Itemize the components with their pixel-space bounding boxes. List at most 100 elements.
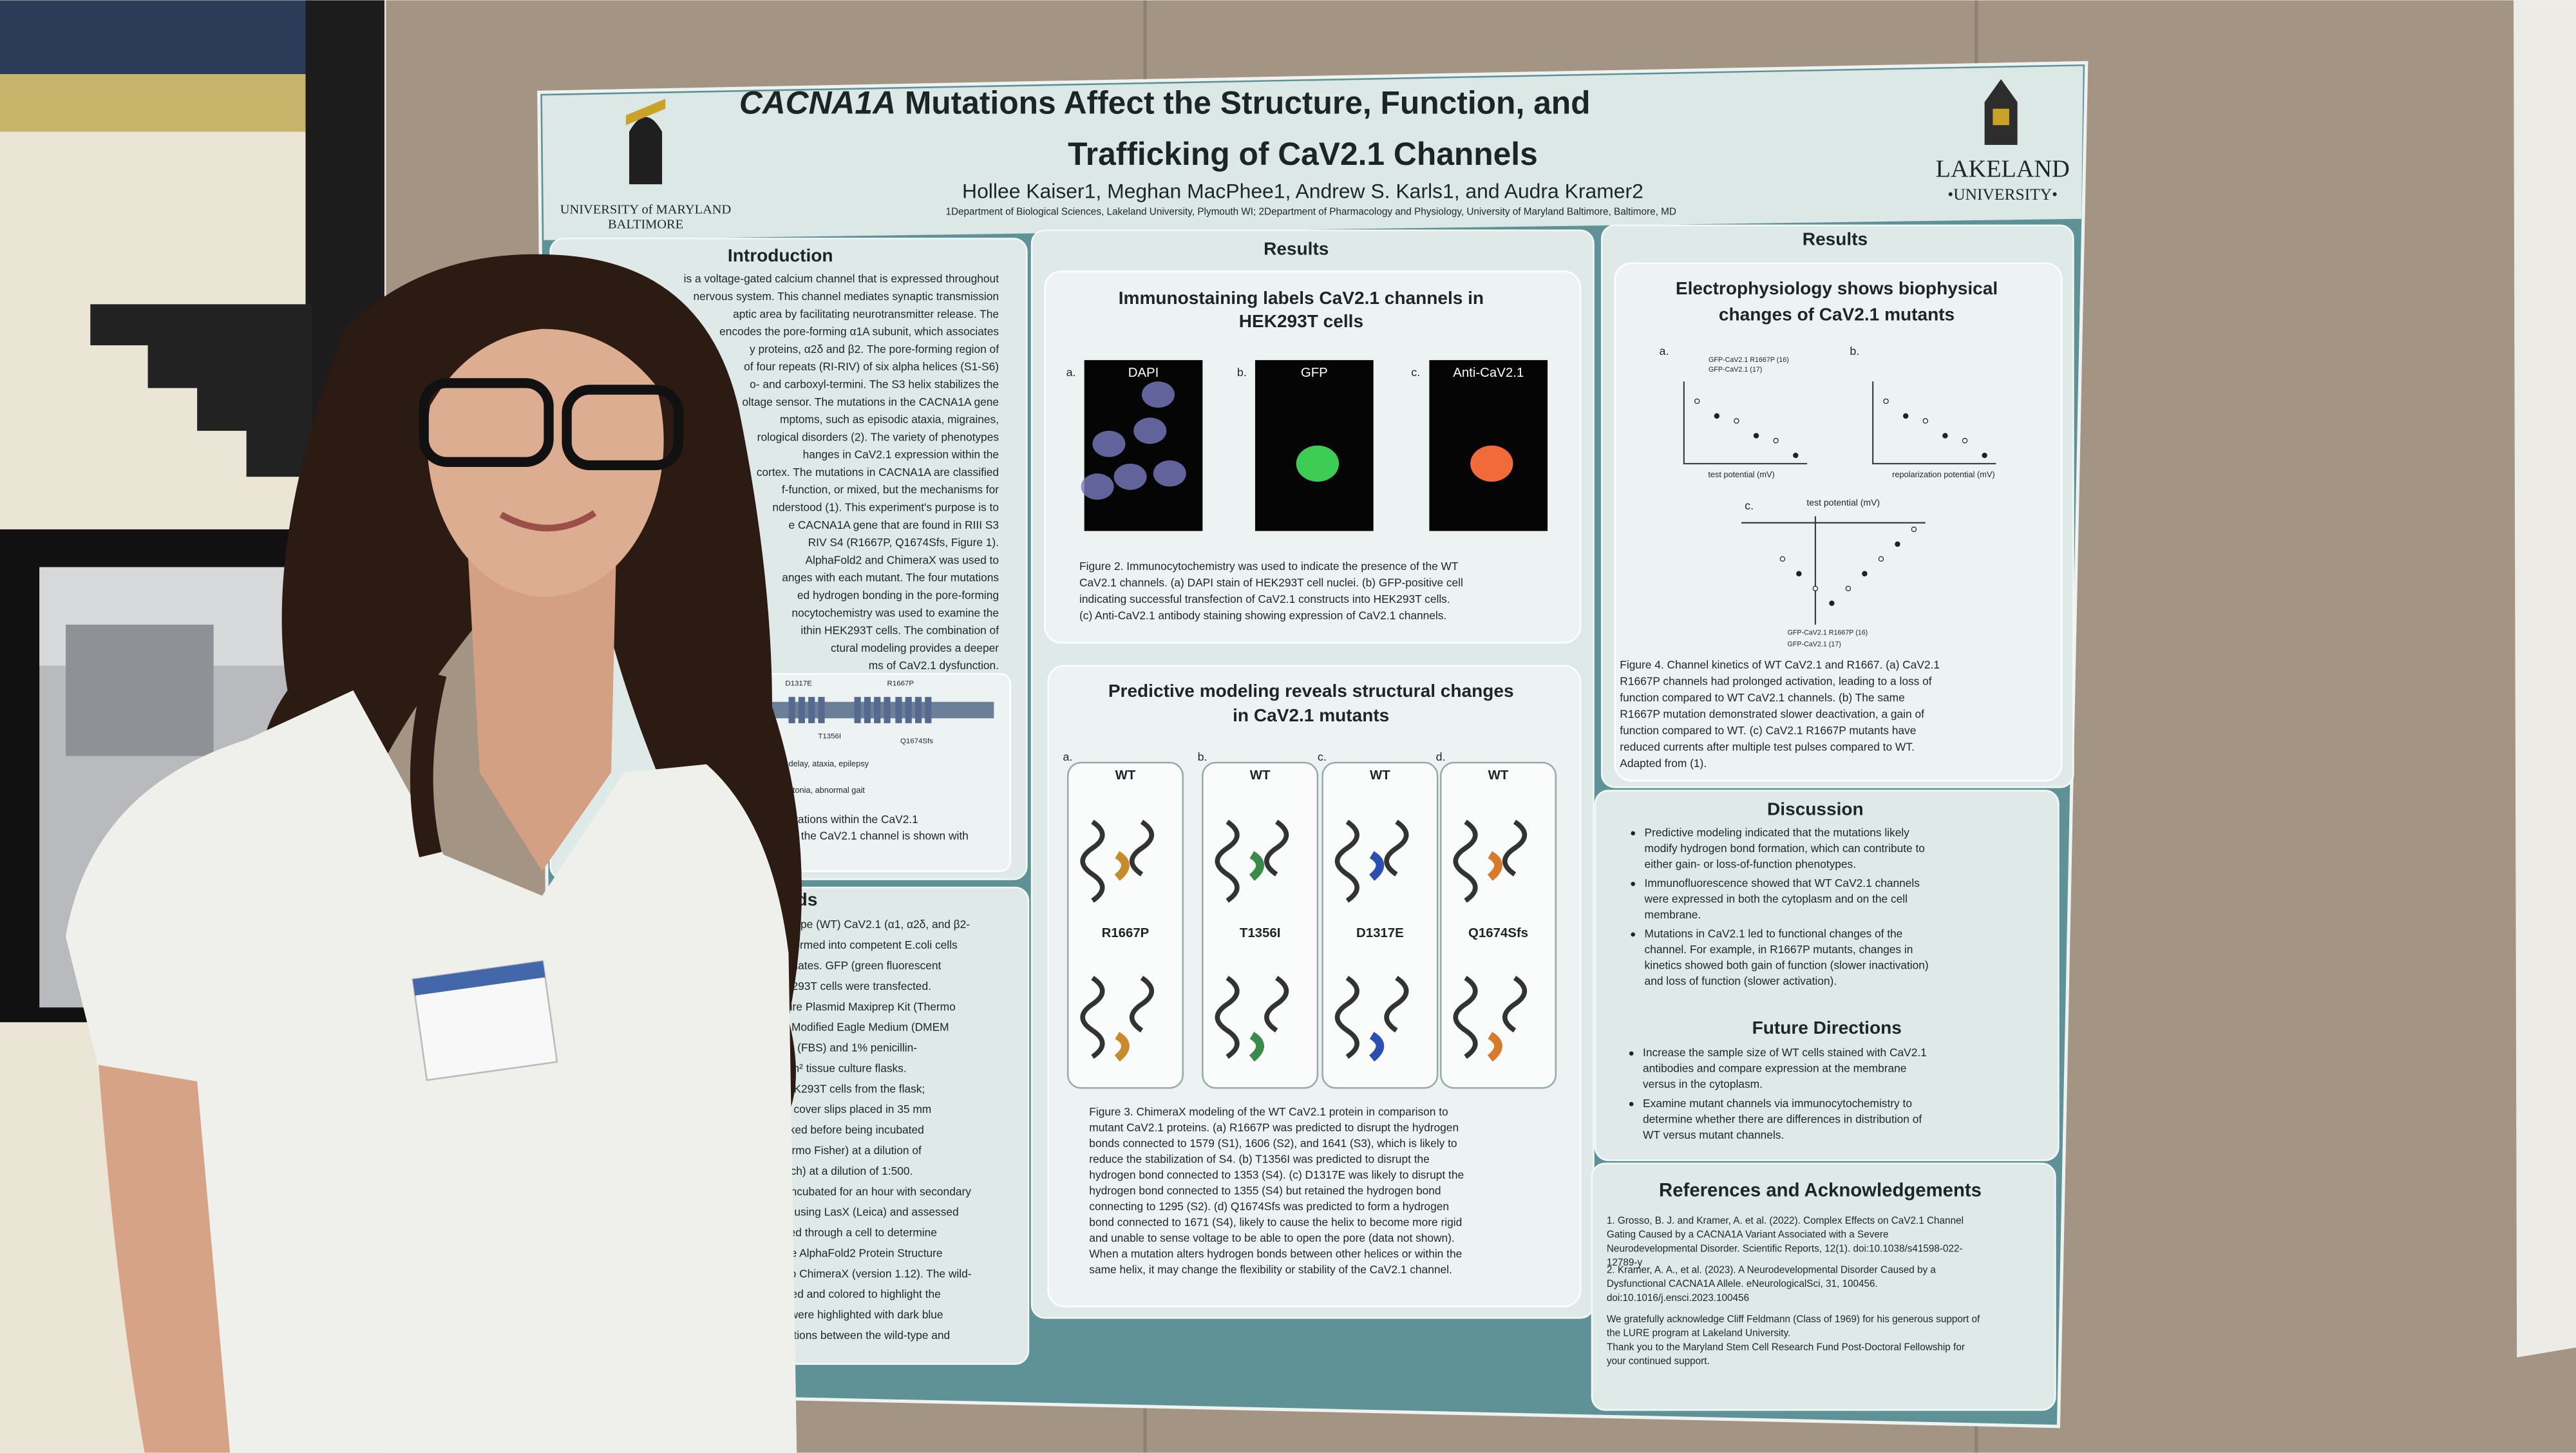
- intro-text: o- and carboxyl-termini. The S3 helix st…: [750, 377, 999, 390]
- methods-text: placed through a cell to determine: [769, 1226, 937, 1239]
- figure4-box: [1614, 262, 2063, 782]
- methods-text: ere incubated for an hour with secondary: [769, 1185, 971, 1198]
- future-text: antibodies and compare expression at the…: [1643, 1062, 1906, 1075]
- arm: [99, 1065, 231, 1453]
- affiliations: 1Department of Biological Sciences, Lake…: [945, 207, 1676, 218]
- discussion-text: either gain- or loss-of-function phenoty…: [1645, 857, 1856, 870]
- intro-text: nervous system. This channel mediates sy…: [694, 290, 999, 303]
- reference-text: your continued support.: [1607, 1356, 1710, 1367]
- discussion-text: membrane.: [1645, 908, 1701, 921]
- figure-caption: indicating successful transfection of Ca…: [1079, 593, 1450, 605]
- plot-point: [1793, 452, 1799, 459]
- references-panel: [1591, 1163, 2056, 1411]
- future-text: Examine mutant channels via immunocytoch…: [1643, 1097, 1912, 1110]
- poster-header: [542, 66, 2083, 240]
- intro-text: hanges in CaV2.1 expression within the: [803, 448, 999, 461]
- bullet: [1631, 882, 1636, 886]
- panel-title: DAPI: [1128, 366, 1159, 380]
- methods-text: otic plates. GFP (green fluorescent: [769, 959, 942, 972]
- helix: [808, 697, 815, 723]
- plot-point: [1862, 571, 1868, 576]
- wt-label: WT: [1250, 768, 1271, 783]
- mutant-label: D1317E: [1356, 926, 1404, 940]
- mutant-label: R1667P: [1102, 926, 1150, 940]
- methods-text: wild-type (WT) CaV2.1 (α1, α2δ, and β2-: [768, 918, 970, 931]
- figure-caption: hydrogen bond connected to 1353 (S4). (c…: [1089, 1168, 1464, 1181]
- helix-highlight: [1249, 1032, 1264, 1062]
- intro-text: e CACNA1A gene that are found in RIII S3: [788, 518, 999, 531]
- discussion-text: Predictive modeling indicated that the m…: [1645, 826, 1910, 839]
- helix: [788, 697, 795, 723]
- helix-ribbon: [1453, 976, 1528, 1059]
- future-text: versus in the cytoplasm.: [1643, 1078, 1763, 1090]
- bullet: [1629, 1101, 1634, 1106]
- helix: [905, 697, 912, 723]
- intro-text: nderstood (1). This experiment's purpose…: [772, 501, 999, 514]
- discussion-text: modify hydrogen bond formation, which ca…: [1645, 842, 1925, 855]
- intro-text: f-function, or mixed, but the mechanisms…: [782, 483, 999, 496]
- logo-text: LAKELAND: [1936, 156, 2070, 183]
- hair-lock: [410, 671, 447, 858]
- figure-caption: When a mutation alters hydrogen bonds be…: [1089, 1247, 1462, 1260]
- figure-caption: hydrogen bond connected to 1355 (S4) but…: [1089, 1184, 1441, 1197]
- figure-caption: Adapted from (1).: [1620, 757, 1707, 770]
- plot-point: [1845, 585, 1852, 591]
- figure-caption: reduced currents after multiple test pul…: [1620, 741, 1914, 754]
- methods-text: m the AlphaFold2 Protein Structure: [769, 1246, 943, 1259]
- methods-text: ndered and colored to highlight the: [769, 1287, 941, 1300]
- wt-label: WT: [1115, 768, 1136, 783]
- intro-text: aptic area by facilitating neurotransmit…: [733, 307, 999, 320]
- plot-point: [1902, 413, 1909, 419]
- intro-text: of four repeats (RI-RIV) of six alpha he…: [744, 360, 999, 373]
- intro-text: rological disorders (2). The variety of …: [757, 430, 999, 443]
- nucleus: [1153, 460, 1186, 487]
- glasses-right: [562, 385, 684, 471]
- cell-signal: [1470, 445, 1513, 482]
- logo-text: •UNIVERSITY•: [1947, 185, 2058, 204]
- cell-signal: [1296, 445, 1340, 482]
- reference-text: We gratefully acknowledge Cliff Feldmann…: [1607, 1314, 1980, 1325]
- micrograph: [1429, 360, 1548, 531]
- panel-letter: c.: [1745, 499, 1754, 512]
- figure1-caption: utations within the CaV2.1: [788, 813, 918, 826]
- intro-text: y proteins, α2δ and β2. The pore-forming…: [750, 343, 999, 356]
- panel-letter: a.: [1660, 345, 1669, 357]
- neck: [468, 558, 616, 871]
- nucleus: [1141, 381, 1175, 408]
- figure-caption: function compared to WT CaV2.1 channels.…: [1620, 691, 1904, 704]
- section-heading: Results: [1264, 239, 1329, 259]
- intro-text: nocytochemistry was used to examine the: [791, 606, 999, 619]
- authors: Hollee Kaiser1, Meghan MacPhee1, Andrew …: [962, 179, 1643, 202]
- helix-highlight: [1487, 851, 1502, 881]
- title-italic: CACNA1A: [739, 85, 896, 121]
- figure1-note: delay, ataxia, epilepsy: [788, 759, 869, 768]
- plot-point: [1714, 413, 1720, 419]
- plot-point: [1962, 437, 1968, 444]
- figure-heading: HEK293T cells: [1239, 311, 1363, 331]
- figure-caption: CaV2.1 channels. (a) DAPI stain of HEK29…: [1079, 576, 1463, 589]
- glasses-left: [419, 378, 554, 467]
- figure-caption: Figure 4. Channel kinetics of WT CaV2.1 …: [1620, 658, 1940, 671]
- legend-text: GFP-CaV2.1 R1667P (16): [1788, 629, 1868, 636]
- helix-ribbon: [1215, 976, 1289, 1059]
- panel-title: Anti-CaV2.1: [1453, 366, 1524, 380]
- future-text: determine whether there are differences …: [1643, 1112, 1922, 1125]
- figure1-label: T1356I: [818, 732, 841, 740]
- yellow-band: [0, 74, 312, 132]
- figure-caption: function compared to WT. (c) CaV2.1 R166…: [1620, 724, 1916, 737]
- intro-text: anges with each mutant. The four mutatio…: [782, 571, 999, 584]
- plot-point: [1829, 600, 1835, 606]
- mutant-label: Q1674Sfs: [1468, 926, 1528, 940]
- panel-letter: b.: [1237, 366, 1247, 379]
- figure-heading: Predictive modeling reveals structural c…: [1108, 681, 1514, 701]
- future-text: WT versus mutant channels.: [1643, 1128, 1784, 1141]
- smile: [499, 510, 597, 532]
- wt-label: WT: [1370, 768, 1390, 783]
- figure-caption: connecting to 1295 (S2). (d) Q1674Sfs wa…: [1089, 1200, 1449, 1213]
- hair: [256, 254, 802, 1151]
- discussion-text: and loss of function (slower activation)…: [1645, 974, 1837, 987]
- methods-text: ured using LasX (Leica) and assessed: [769, 1206, 959, 1219]
- figure-caption: bonds connected to 1579 (S1), 1606 (S2),…: [1089, 1137, 1457, 1150]
- nucleus: [1113, 463, 1147, 490]
- title-line1: Mutations Affect the Structure, Function…: [896, 85, 1590, 121]
